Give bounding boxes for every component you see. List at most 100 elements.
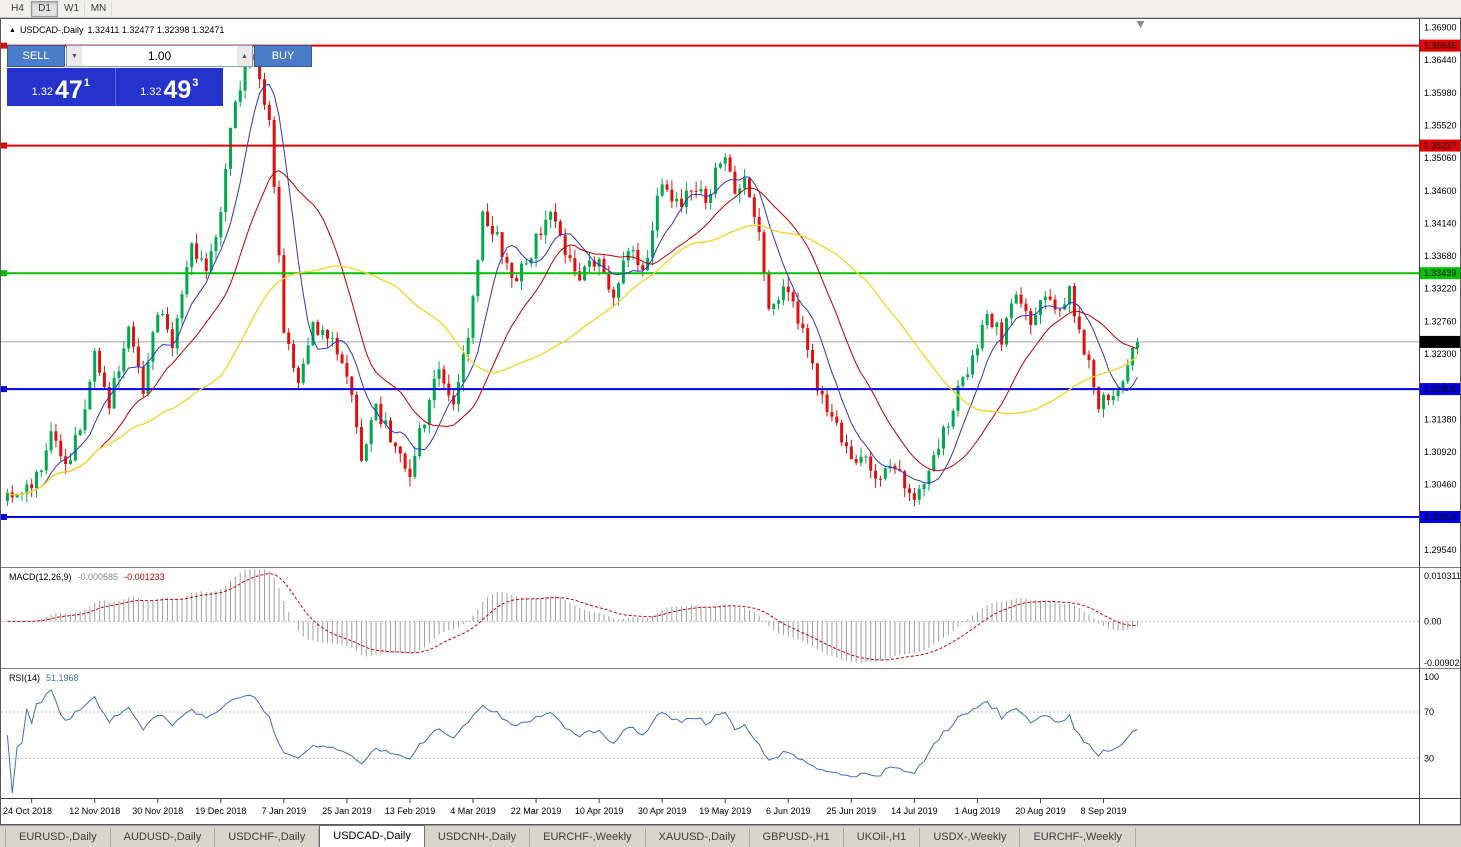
sell-button[interactable]: SELL: [7, 45, 65, 67]
line-handle-1.35237[interactable]: [1, 142, 7, 149]
date-label: 8 Sep 2019: [1081, 806, 1127, 816]
tab-eurchf-weekly[interactable]: EURCHF-,Weekly: [530, 828, 646, 847]
axis-marker-1.31806: [1420, 383, 1460, 396]
ma-line-8: [7, 83, 1138, 496]
macd-name: MACD(12,26,9): [9, 572, 72, 582]
date-label: 1 Aug 2019: [955, 806, 1001, 816]
buy-price[interactable]: 1.32 49 3: [116, 68, 224, 106]
svg-text:1.36440: 1.36440: [1424, 55, 1457, 65]
volume-decrease-button[interactable]: ▼: [67, 46, 82, 66]
svg-text:1.29540: 1.29540: [1424, 545, 1457, 555]
sell-price-big: 47: [54, 76, 83, 104]
timeframe-button-d1[interactable]: D1: [31, 0, 58, 17]
macd-signal-value: -0.001233: [124, 572, 165, 582]
sell-price[interactable]: 1.32 47 1: [7, 68, 116, 106]
line-handle-1.33439[interactable]: [1, 270, 7, 277]
svg-text:1.30920: 1.30920: [1424, 447, 1457, 457]
tab-gbpusd-h1[interactable]: GBPUSD-,H1: [750, 828, 844, 847]
buy-price-big: 49: [163, 76, 192, 104]
axis-marker-1.30004: [1420, 511, 1460, 524]
tab-usdcad-daily[interactable]: USDCAD-,Daily: [319, 825, 425, 847]
line-handle-1.31806[interactable]: [1, 386, 7, 393]
buy-button[interactable]: BUY: [254, 45, 312, 67]
ma-line-45: [7, 224, 1138, 496]
tab-audusd-daily[interactable]: AUDUSD-,Daily: [111, 828, 216, 847]
tab-usdcnh-daily[interactable]: USDCNH-,Daily: [425, 828, 531, 847]
svg-text:1.36645: 1.36645: [1424, 41, 1457, 51]
chart-ohlc-values: 1.32411 1.32477 1.32398 1.32471: [87, 25, 225, 35]
chart-caption: ▲ USDCAD-,Daily 1.32411 1.32477 1.32398 …: [9, 25, 224, 35]
axis-marker-1.35237: [1420, 139, 1460, 152]
date-label: 30 Apr 2019: [638, 806, 687, 816]
sell-price-small: 1.32: [31, 86, 53, 98]
buy-price-small: 1.32: [140, 86, 162, 98]
date-label: 12 Nov 2018: [69, 806, 120, 816]
price-axis[interactable]: 1.36900 1.36440 1.35980 1.35520 1.35060 1.346…: [1420, 23, 1460, 764]
axis-marker-current-price: [1420, 335, 1460, 348]
svg-text:1.35520: 1.35520: [1424, 120, 1457, 130]
macd-histogram: [11, 569, 1138, 663]
tab-usdchf-daily[interactable]: USDCHF-,Daily: [215, 828, 320, 847]
svg-text:-0.009020: -0.009020: [1424, 658, 1460, 668]
svg-text:1.34600: 1.34600: [1424, 186, 1457, 196]
buy-price-sup: 3: [192, 77, 199, 89]
timeframe-button-w1[interactable]: W1: [58, 0, 85, 17]
chart-shift-marker-icon[interactable]: [1136, 21, 1145, 28]
date-label: 24 Oct 2018: [3, 806, 52, 816]
caption-arrow-icon: ▲: [9, 26, 16, 34]
sell-price-sup: 1: [83, 77, 90, 89]
symbol-tabbar: EURUSD-,Daily AUDUSD-,Daily USDCHF-,Daily U…: [0, 825, 1461, 847]
macd-main-value: -0.000585: [77, 572, 119, 582]
date-label: 13 Feb 2019: [385, 806, 436, 816]
volume-increase-button[interactable]: ▲: [237, 46, 252, 66]
svg-text:1.33439: 1.33439: [1424, 268, 1457, 278]
rsi-indicator-label: RSI(14) 51.1968: [9, 673, 79, 683]
one-click-trading-panel: SELL ▼ ▲ BUY 1.32 47 1 1.32 49 3: [7, 45, 312, 106]
ma-line-20: [7, 170, 1138, 496]
date-label: 19 May 2019: [699, 806, 751, 816]
moving-averages-layer: [7, 83, 1138, 496]
date-label: 10 Apr 2019: [575, 806, 624, 816]
date-label: 7 Jan 2019: [262, 806, 307, 816]
svg-text:1.33680: 1.33680: [1424, 251, 1457, 261]
svg-text:1.32471: 1.32471: [1424, 337, 1457, 347]
svg-text:70: 70: [1424, 707, 1434, 717]
date-label: 6 Jun 2019: [766, 806, 811, 816]
volume-stepper: ▼ ▲: [66, 45, 253, 67]
svg-text:100: 100: [1424, 672, 1439, 682]
date-label: 20 Aug 2019: [1015, 806, 1066, 816]
svg-text:1.31806: 1.31806: [1424, 384, 1457, 394]
macd-signal-line: [7, 572, 1138, 661]
chart-plot-area[interactable]: 1.36900 1.36440 1.35980 1.35520 1.35060 1.346…: [1, 19, 1460, 824]
svg-text:0.010311: 0.010311: [1424, 571, 1460, 581]
bid-ask-display: 1.32 47 1 1.32 49 3: [7, 68, 223, 106]
tab-xauusd-daily[interactable]: XAUUSD-,Daily: [646, 828, 750, 847]
line-handle-1.36645[interactable]: [1, 42, 7, 49]
tab-eurchf-weekly[interactable]: EURCHF-,Weekly: [1020, 828, 1136, 847]
rsi-line: [6, 689, 1138, 794]
date-label: 4 Mar 2019: [450, 806, 496, 816]
tab-ukoil-h1[interactable]: UKOil-,H1: [844, 828, 921, 847]
volume-input[interactable]: [82, 46, 237, 66]
rsi-value: 51.1968: [46, 673, 79, 683]
svg-text:1.33220: 1.33220: [1424, 284, 1457, 294]
macd-indicator-label: MACD(12,26,9) -0.000585 -0.001233: [9, 572, 165, 582]
date-label: 22 Mar 2019: [511, 806, 562, 816]
timeframe-toolbar: H4 D1 W1 MN: [0, 0, 1461, 18]
date-label: 14 Jul 2019: [891, 806, 938, 816]
axis-marker-1.36645: [1420, 39, 1460, 52]
chart-window: 1.36900 1.36440 1.35980 1.35520 1.35060 1.346…: [0, 18, 1461, 825]
line-handle-1.30004[interactable]: [1, 514, 7, 521]
tab-eurusd-daily[interactable]: EURUSD-,Daily: [5, 828, 111, 847]
tab-usdx-weekly[interactable]: USDX-,Weekly: [920, 828, 1021, 847]
svg-text:1.31380: 1.31380: [1424, 414, 1457, 424]
svg-text:30: 30: [1424, 753, 1434, 763]
timeframe-button-h4[interactable]: H4: [4, 0, 31, 17]
svg-text:1.30004: 1.30004: [1424, 512, 1457, 522]
svg-text:1.35060: 1.35060: [1424, 153, 1457, 163]
timeframe-button-mn[interactable]: MN: [85, 0, 112, 17]
svg-text:1.35237: 1.35237: [1424, 141, 1457, 151]
svg-text:1.30460: 1.30460: [1424, 480, 1457, 490]
date-axis[interactable]: 24 Oct 2018 12 Nov 2018 30 Nov 2018 19 Dec …: [3, 799, 1127, 816]
